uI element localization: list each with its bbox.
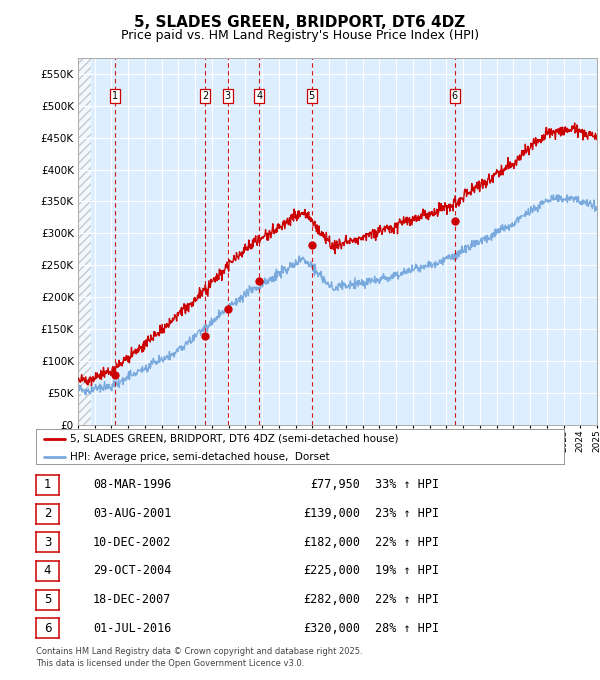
Text: £182,000: £182,000 (303, 536, 360, 549)
Text: 01-JUL-2016: 01-JUL-2016 (93, 622, 172, 634)
Text: 10-DEC-2002: 10-DEC-2002 (93, 536, 172, 549)
Text: 1: 1 (112, 91, 118, 101)
Text: HPI: Average price, semi-detached house,  Dorset: HPI: Average price, semi-detached house,… (70, 452, 330, 462)
Text: 4: 4 (44, 564, 51, 577)
Text: 03-AUG-2001: 03-AUG-2001 (93, 507, 172, 520)
Text: 5: 5 (308, 91, 315, 101)
Text: 2: 2 (44, 507, 51, 520)
Text: 23% ↑ HPI: 23% ↑ HPI (375, 507, 439, 520)
Text: Contains HM Land Registry data © Crown copyright and database right 2025.
This d: Contains HM Land Registry data © Crown c… (36, 647, 362, 668)
Text: £225,000: £225,000 (303, 564, 360, 577)
Text: 5, SLADES GREEN, BRIDPORT, DT6 4DZ: 5, SLADES GREEN, BRIDPORT, DT6 4DZ (134, 15, 466, 30)
Text: 6: 6 (44, 622, 51, 634)
Text: £77,950: £77,950 (310, 479, 360, 492)
Text: 08-MAR-1996: 08-MAR-1996 (93, 479, 172, 492)
Text: 5, SLADES GREEN, BRIDPORT, DT6 4DZ (semi-detached house): 5, SLADES GREEN, BRIDPORT, DT6 4DZ (semi… (70, 434, 399, 444)
Text: 5: 5 (44, 593, 51, 606)
Text: £139,000: £139,000 (303, 507, 360, 520)
Text: 1: 1 (44, 479, 51, 492)
Text: 2: 2 (202, 91, 208, 101)
Text: Price paid vs. HM Land Registry's House Price Index (HPI): Price paid vs. HM Land Registry's House … (121, 29, 479, 42)
Bar (78, 58, 91, 425)
Text: 29-OCT-2004: 29-OCT-2004 (93, 564, 172, 577)
Text: 4: 4 (256, 91, 262, 101)
Text: £282,000: £282,000 (303, 593, 360, 606)
Text: 19% ↑ HPI: 19% ↑ HPI (375, 564, 439, 577)
Text: 22% ↑ HPI: 22% ↑ HPI (375, 593, 439, 606)
Text: 3: 3 (44, 536, 51, 549)
Text: 28% ↑ HPI: 28% ↑ HPI (375, 622, 439, 634)
Text: 18-DEC-2007: 18-DEC-2007 (93, 593, 172, 606)
Text: 33% ↑ HPI: 33% ↑ HPI (375, 479, 439, 492)
Text: £320,000: £320,000 (303, 622, 360, 634)
Text: 22% ↑ HPI: 22% ↑ HPI (375, 536, 439, 549)
Text: 3: 3 (224, 91, 231, 101)
Text: 6: 6 (452, 91, 458, 101)
